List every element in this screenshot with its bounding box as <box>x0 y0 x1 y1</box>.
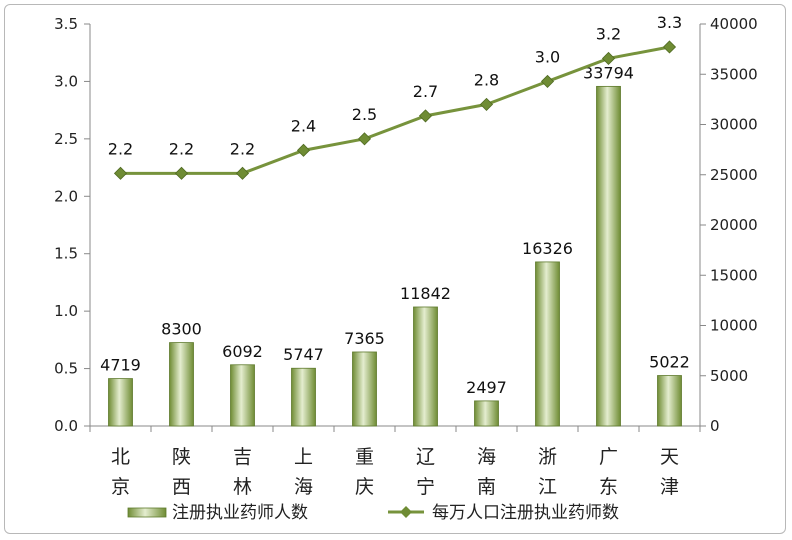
left-tick-label: 1.5 <box>54 245 78 263</box>
bar-value-label: 5022 <box>649 353 690 372</box>
category-label-top: 辽 <box>416 446 435 468</box>
line-value-label: 2.2 <box>230 139 255 158</box>
right-tick-label: 15000 <box>710 266 758 284</box>
line-value-label: 2.5 <box>352 105 377 124</box>
line-value-label: 2.8 <box>474 70 499 89</box>
line-point <box>418 109 433 123</box>
bar-value-label: 11842 <box>400 284 451 303</box>
series-line <box>120 45 670 175</box>
right-tick-label: 40000 <box>710 15 758 33</box>
category-label-bottom: 江 <box>538 476 557 498</box>
category-label-bottom: 南 <box>477 476 496 498</box>
left-tick-label: 1.0 <box>54 302 78 320</box>
category-label-top: 北 <box>111 446 130 468</box>
bar <box>535 261 560 427</box>
legend-bar-label: 注册执业药师人数 <box>172 503 308 523</box>
right-tick-label: 30000 <box>710 116 758 134</box>
bar-value-label: 4719 <box>100 356 141 375</box>
bar-value-label: 8300 <box>161 320 202 339</box>
bar-value-label: 16326 <box>522 239 573 258</box>
right-tick-label: 20000 <box>710 216 758 234</box>
bar <box>474 400 499 427</box>
bar <box>169 342 194 427</box>
bar <box>596 85 621 427</box>
line-point <box>662 40 677 54</box>
category-label-top: 重 <box>355 446 374 468</box>
left-tick-label: 3.5 <box>54 15 78 33</box>
line-value-label: 3.0 <box>535 47 560 66</box>
chart-frame <box>4 4 786 534</box>
category-label-top: 陕 <box>172 446 191 468</box>
category-label-bottom: 海 <box>294 476 313 498</box>
category-label-top: 广 <box>599 446 618 468</box>
right-tick-label: 0 <box>710 417 720 435</box>
left-tick-label: 0.5 <box>54 360 78 378</box>
right-tick-label: 35000 <box>710 65 758 83</box>
right-tick-label: 10000 <box>710 317 758 335</box>
legend-bar-swatch <box>127 507 167 518</box>
bar <box>657 375 682 427</box>
line-value-label: 2.2 <box>169 139 194 158</box>
bar-value-label: 6092 <box>222 342 263 361</box>
category-label-top: 吉 <box>233 446 252 468</box>
left-tick-label: 2.0 <box>54 187 78 205</box>
line-point <box>113 166 128 180</box>
legend-line-marker <box>400 506 412 518</box>
category-label-top: 上 <box>294 446 313 468</box>
line-point <box>357 132 372 146</box>
line-value-label: 2.4 <box>291 116 316 135</box>
bar <box>230 364 255 427</box>
legend-line-label: 每万人口注册执业药师数 <box>432 503 619 523</box>
line-point <box>479 97 494 111</box>
line-point <box>540 74 555 88</box>
line-value-label: 2.2 <box>108 139 133 158</box>
left-tick-label: 3.0 <box>54 72 78 90</box>
left-tick-label: 0.0 <box>54 417 78 435</box>
right-tick-label: 25000 <box>710 166 758 184</box>
category-label-top: 天 <box>660 446 679 468</box>
line-value-label: 3.3 <box>657 13 682 32</box>
bar <box>413 306 438 427</box>
bar-value-label: 2497 <box>466 378 507 397</box>
category-label-bottom: 西 <box>172 476 191 498</box>
bar-value-label: 5747 <box>283 345 324 364</box>
bar-value-label: 33794 <box>583 63 634 82</box>
category-label-bottom: 庆 <box>355 476 374 498</box>
bar <box>352 351 377 427</box>
line-point <box>601 51 616 66</box>
category-label-bottom: 林 <box>233 476 252 498</box>
line-value-label: 3.2 <box>596 24 621 43</box>
bar-value-label: 7365 <box>344 329 385 348</box>
bar <box>291 367 316 427</box>
category-label-bottom: 京 <box>111 476 130 498</box>
category-label-top: 浙 <box>538 446 557 468</box>
category-label-bottom: 东 <box>599 476 618 498</box>
bar <box>108 378 133 427</box>
category-label-top: 海 <box>477 446 496 468</box>
line-point <box>174 166 189 180</box>
line-point <box>296 143 311 157</box>
right-tick-label: 5000 <box>710 367 748 385</box>
category-label-bottom: 津 <box>660 476 679 498</box>
left-tick-label: 2.5 <box>54 130 78 148</box>
line-value-label: 2.7 <box>413 82 438 101</box>
category-label-bottom: 宁 <box>416 476 435 498</box>
line-point <box>235 166 250 180</box>
